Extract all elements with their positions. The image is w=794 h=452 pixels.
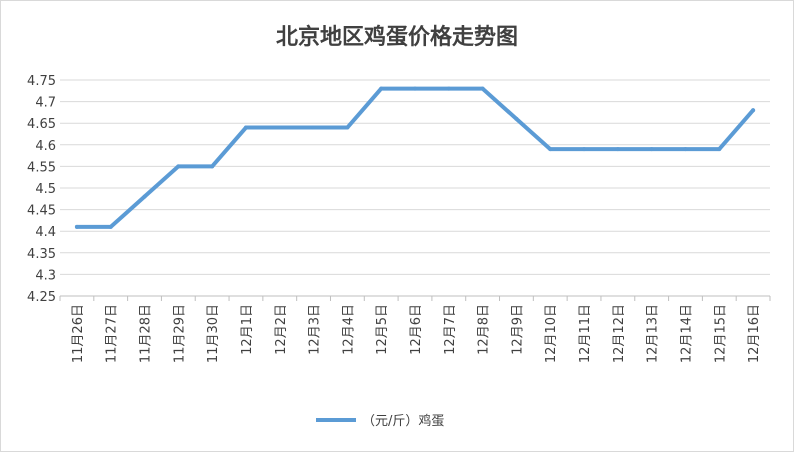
- x-tick-label: 12月6日: [409, 304, 424, 355]
- series-line: [74, 86, 756, 229]
- data-point: [243, 125, 248, 130]
- x-axis: [59, 295, 771, 301]
- x-tick-label: 12月14日: [679, 304, 694, 363]
- legend: （元/斤）鸡蛋: [316, 413, 444, 429]
- data-point: [582, 147, 587, 152]
- x-tick-label: 12月9日: [510, 304, 525, 355]
- data-point: [717, 147, 722, 152]
- data-point: [345, 125, 350, 130]
- x-tick-label: 11月29日: [172, 304, 187, 363]
- data-point: [548, 147, 553, 152]
- data-point: [514, 116, 519, 121]
- x-tick-label: 12月4日: [341, 304, 356, 355]
- x-tick-label: 11月28日: [139, 304, 154, 363]
- x-tick-label: 12月13日: [646, 304, 661, 363]
- x-tick-label: 12月2日: [274, 304, 289, 355]
- x-tick-label: 12月15日: [713, 304, 728, 363]
- data-point: [751, 108, 756, 113]
- data-point: [649, 147, 654, 152]
- data-point: [615, 147, 620, 152]
- y-tick-label: 4.45: [27, 204, 56, 219]
- data-point: [210, 164, 215, 169]
- x-tick-label: 12月11日: [578, 304, 593, 363]
- x-tick-label: 12月1日: [240, 304, 255, 355]
- y-tick-label: 4.6: [35, 139, 56, 154]
- data-point: [480, 86, 485, 91]
- data-point: [683, 147, 688, 152]
- x-tick-label: 12月10日: [544, 304, 559, 363]
- x-tick-label: 11月27日: [105, 304, 120, 363]
- x-tick-label: 12月3日: [308, 304, 323, 355]
- data-point: [176, 164, 181, 169]
- x-tick-label: 12月7日: [443, 304, 458, 355]
- data-point: [142, 194, 147, 199]
- data-point: [413, 86, 417, 91]
- y-tick-label: 4.3: [35, 268, 56, 283]
- x-tick-label: 11月26日: [71, 304, 86, 363]
- x-tick-label: 12月5日: [375, 304, 390, 355]
- y-axis-ticks: 4.25 4.3 4.35 4.4 4.45 4.5 4.55 4.6 4.65 4.7 4.75: [27, 74, 56, 305]
- chart-title: 北京地区鸡蛋价格走势图: [276, 24, 518, 50]
- x-tick-label: 11月30日: [206, 304, 221, 363]
- y-tick-label: 4.4: [35, 225, 56, 240]
- y-tick-label: 4.35: [27, 247, 56, 262]
- data-point: [74, 224, 79, 229]
- y-tick-label: 4.5: [35, 182, 56, 197]
- gridlines: [60, 79, 770, 297]
- y-tick-label: 4.55: [27, 160, 56, 175]
- y-tick-label: 4.75: [27, 74, 56, 89]
- x-tick-label: 12月12日: [612, 304, 627, 363]
- y-tick-label: 4.7: [35, 96, 56, 111]
- x-axis-ticks: 11月26日 11月27日 11月28日 11月29日 11月30日 12月1日 12月2日…: [71, 304, 762, 363]
- legend-label: （元/斤）鸡蛋: [362, 413, 444, 429]
- data-point: [108, 224, 113, 229]
- data-point: [379, 86, 384, 91]
- y-tick-label: 4.25: [27, 290, 56, 305]
- data-point: [446, 86, 451, 91]
- data-point: [311, 125, 316, 130]
- x-tick-label: 12月8日: [477, 304, 492, 355]
- y-tick-label: 4.65: [27, 117, 56, 132]
- data-point: [277, 125, 282, 130]
- x-tick-label: 12月16日: [747, 304, 762, 363]
- series-layer: [74, 86, 756, 229]
